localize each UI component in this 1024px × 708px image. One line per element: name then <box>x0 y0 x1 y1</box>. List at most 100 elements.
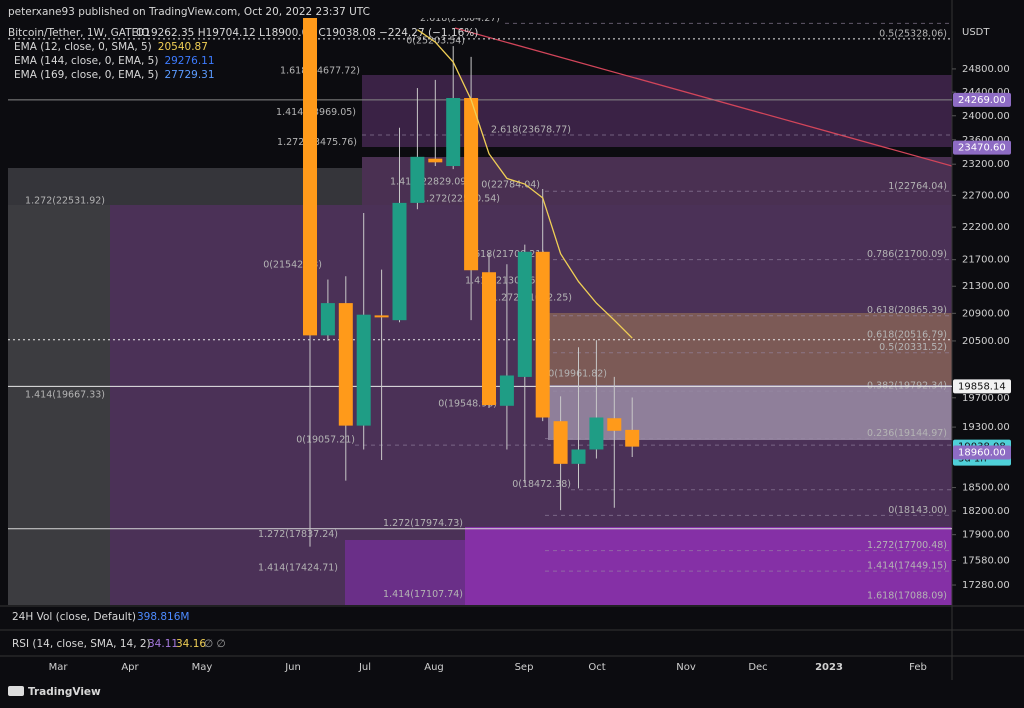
fib-label: 1.272(17700.48) <box>867 540 947 551</box>
fib-label: 1.272(23475.76) <box>277 137 357 148</box>
y-tick-label: 24800.00 <box>962 64 1010 75</box>
fib-label: 1.414(21304.62) <box>465 275 545 286</box>
x-tick-label: Aug <box>424 662 444 673</box>
y-tick-label: 18200.00 <box>962 506 1010 517</box>
fib-label: 0.5(20331.52) <box>879 342 947 353</box>
candle-body <box>607 418 622 431</box>
candle-body <box>517 251 532 377</box>
y-tick-label: 24400.00 <box>962 87 1010 98</box>
x-tick-label: Mar <box>49 662 69 673</box>
fib-label: 1.414(17449.15) <box>867 561 947 572</box>
fib-label: 2.618(25604.27) <box>420 13 500 24</box>
candle-body <box>320 303 335 336</box>
candle-body <box>303 18 317 336</box>
candle-body <box>571 449 586 464</box>
fib-label: 1.618(21700.21) <box>465 249 545 260</box>
y-tick-label: 19700.00 <box>962 393 1010 404</box>
legend-value: 29276.11 <box>164 55 214 67</box>
price-tag <box>953 92 1011 107</box>
price-tag <box>953 445 1011 460</box>
y-tick-label: 17580.00 <box>962 555 1010 566</box>
fib-label: 1.414(17107.74) <box>383 589 463 600</box>
fib-label: 0.786(21700.09) <box>867 249 947 260</box>
fib-label: 1.272(22531.92) <box>25 195 105 206</box>
trend-line <box>454 27 952 167</box>
fib-label: 0(19961.82) <box>548 368 607 379</box>
legend-name: EMA (12, close, 0, SMA, 5) <box>14 41 152 53</box>
fib-label: 1.414(17424.71) <box>258 563 338 574</box>
axis-title: USDT <box>962 27 990 38</box>
x-tick-label: May <box>192 662 213 673</box>
x-tick-label: Dec <box>748 662 767 673</box>
candle-body <box>499 375 514 406</box>
candle-body <box>553 421 568 464</box>
y-tick-label: 19300.00 <box>962 422 1010 433</box>
fib-label: 0(25203.54) <box>406 35 465 46</box>
price-tag-label: 19858.14 <box>958 381 1006 392</box>
x-tick-label: Jul <box>358 662 371 673</box>
y-tick-label: 20500.00 <box>962 336 1010 347</box>
candle-body <box>338 303 353 426</box>
fib-label: 0(22784.04) <box>481 180 540 191</box>
fib-label: 1.272(21052.25) <box>492 292 572 303</box>
x-tick-label: Oct <box>588 662 605 673</box>
x-tick-label: Apr <box>121 662 139 673</box>
x-tick-label: Feb <box>909 662 927 673</box>
y-tick-label: 18500.00 <box>962 483 1010 494</box>
zone <box>548 385 952 440</box>
legend-name: EMA (169, close, 0, EMA, 5) <box>14 69 158 81</box>
x-tick-label: Jun <box>284 662 301 673</box>
fib-label: 1.272(17974.73) <box>383 518 463 529</box>
fib-label: 0(21542.83) <box>263 260 322 271</box>
rsi-extra: ∅ ∅ <box>204 638 226 650</box>
y-tick-label: 23200.00 <box>962 159 1010 170</box>
fib-label: 0(19057.21) <box>296 435 355 446</box>
legend-value: 27729.31 <box>164 69 214 81</box>
legend-value: 20540.87 <box>158 41 208 53</box>
zone <box>548 313 952 385</box>
price-tag-label: 18960.00 <box>958 447 1006 458</box>
price-tag <box>953 379 1011 394</box>
legend-name: EMA (144, close, 0, EMA, 5) <box>14 55 158 67</box>
fib-label: 0.236(19144.97) <box>867 428 947 439</box>
candle-body <box>535 251 550 418</box>
y-tick-label: 21300.00 <box>962 281 1010 292</box>
rsi-name: RSI (14, close, SMA, 14, 2) <box>12 638 151 650</box>
fib-label: 1.618(17088.09) <box>867 590 947 601</box>
candle-body <box>392 202 407 321</box>
candle-body <box>464 98 479 271</box>
candle-body <box>428 158 443 163</box>
volume-name: 24H Vol (close, Default) <box>12 611 136 623</box>
candle-body <box>446 98 461 167</box>
price-tag-label: 23470.60 <box>958 143 1006 154</box>
fib-label: 0(18143.00) <box>888 505 947 516</box>
fib-label: 0.5(25328.06) <box>879 28 947 39</box>
candle-body <box>410 156 425 203</box>
zone <box>362 157 952 205</box>
fib-label: 0(19548.96) <box>438 398 497 409</box>
plot: 2.618(25604.27) 0(25203.54) 0.5(25328.06) 1… <box>8 13 952 601</box>
fib-label: 1.272(17837.24) <box>258 529 338 540</box>
rsi-value: 34.11 <box>148 638 178 650</box>
symbol: Bitcoin/Tether, 1W, GATEIO <box>8 27 150 39</box>
logo-icon <box>8 686 24 696</box>
x-tick-label: Nov <box>676 662 696 673</box>
candle-body <box>356 314 371 426</box>
y-tick-label: 24000.00 <box>962 111 1010 122</box>
y-tick-label: 17900.00 <box>962 530 1010 541</box>
fib-label: 2.618(23678.77) <box>491 125 571 136</box>
price-tag <box>953 140 1011 155</box>
volume-value: 398.816M <box>137 611 189 623</box>
fib-label: 0.618(20865.39) <box>867 305 947 316</box>
y-tick-label: 21700.00 <box>962 255 1010 266</box>
x-tick-label: Sep <box>515 662 534 673</box>
price-tag-label: 24269.00 <box>958 95 1006 106</box>
brand: TradingView <box>28 686 101 698</box>
y-tick-label: 23600.00 <box>962 135 1010 146</box>
candle-body <box>482 272 496 406</box>
ema-line <box>417 29 633 339</box>
publisher: peterxane93 published on TradingView.com… <box>8 6 370 18</box>
fib-label: 1.272(22560.54) <box>420 194 500 205</box>
rsi-value: 34.16 <box>176 638 206 650</box>
